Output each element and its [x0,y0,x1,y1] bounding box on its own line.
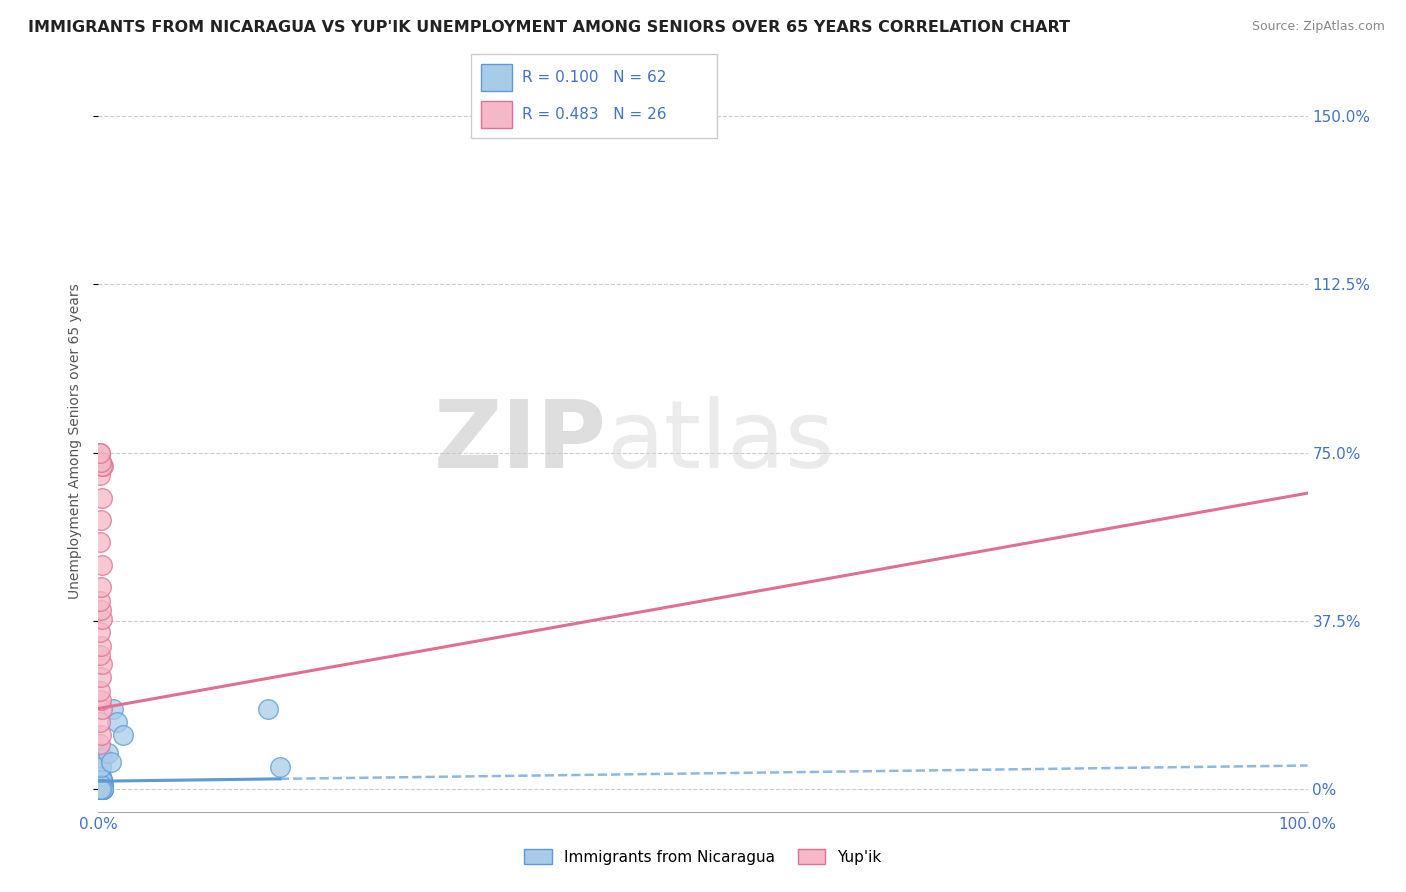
Point [90,760,112,774]
Point [89,782,111,797]
Point [90,782,112,797]
Point [105,714,128,729]
Point [90,782,112,797]
Point [90,782,112,797]
Point [89,594,111,608]
Point [91,773,114,788]
Point [89,535,111,549]
Point [90,782,112,797]
Text: R = 0.483   N = 26: R = 0.483 N = 26 [522,107,666,121]
Point [90,778,112,792]
Point [90,580,112,594]
Point [91,782,114,797]
Point [91,751,114,765]
Point [90,773,112,788]
Point [91,701,114,715]
Point [91,612,114,626]
Point [89,778,111,792]
Point [89,648,111,662]
Text: atlas: atlas [606,395,835,488]
Text: IMMIGRANTS FROM NICARAGUA VS YUP'IK UNEMPLOYMENT AMONG SENIORS OVER 65 YEARS COR: IMMIGRANTS FROM NICARAGUA VS YUP'IK UNEM… [28,20,1070,35]
Point [90,773,112,788]
Point [91,782,114,797]
Point [89,782,111,797]
Point [100,756,122,770]
Point [90,639,112,653]
Point [90,455,112,469]
Point [90,455,112,469]
Point [90,782,112,797]
Text: Source: ZipAtlas.com: Source: ZipAtlas.com [1251,20,1385,33]
Point [91,778,114,792]
Point [90,782,112,797]
Point [89,625,111,640]
Point [90,782,112,797]
Point [89,446,111,460]
Point [90,782,112,797]
Point [91,782,114,797]
Point [90,670,112,684]
Point [89,782,111,797]
Point [91,778,114,792]
Y-axis label: Unemployment Among Seniors over 65 years: Unemployment Among Seniors over 65 years [69,284,83,599]
Point [89,714,111,729]
Point [89,468,111,483]
Point [91,491,114,505]
Point [90,513,112,527]
Point [89,782,111,797]
Point [90,782,112,797]
Point [89,782,111,797]
Point [91,782,114,797]
Point [90,769,112,783]
Point [89,782,111,797]
Point [91,782,114,797]
Point [89,782,111,797]
Point [89,773,111,788]
Point [89,782,111,797]
Point [90,692,112,706]
Point [91,558,114,572]
Point [91,459,114,474]
Point [91,778,114,792]
Point [89,782,111,797]
Point [90,728,112,742]
Point [91,782,114,797]
Point [89,782,111,797]
Point [91,778,114,792]
Point [91,778,114,792]
Point [89,782,111,797]
Point [89,738,111,752]
Point [91,773,114,788]
Point [91,778,114,792]
Point [111,728,134,742]
Point [91,773,114,788]
Point [90,782,112,797]
Point [90,778,112,792]
Point [91,782,114,797]
Point [89,683,111,698]
Point [89,446,111,460]
Text: ZIP: ZIP [433,395,606,488]
Point [89,778,111,792]
Point [97,747,120,761]
Point [89,782,111,797]
Point [90,778,112,792]
Point [91,782,114,797]
Point [89,778,111,792]
Point [91,782,114,797]
Point [90,603,112,617]
Point [89,782,111,797]
Legend: Immigrants from Nicaragua, Yup'ik: Immigrants from Nicaragua, Yup'ik [517,843,889,871]
Point [256,701,278,715]
Point [89,747,111,761]
Point [91,657,114,671]
Point [91,459,114,474]
Point [269,760,291,774]
Point [90,778,112,792]
Text: R = 0.100   N = 62: R = 0.100 N = 62 [522,70,666,85]
Point [101,701,124,715]
